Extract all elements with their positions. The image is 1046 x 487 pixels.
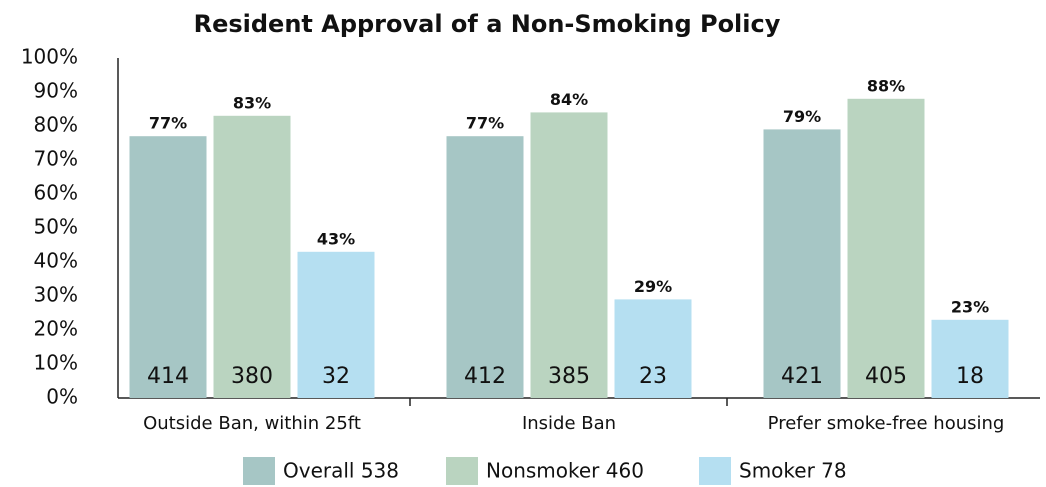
count-label: 405 — [865, 364, 907, 389]
count-label: 18 — [956, 364, 984, 389]
bar — [297, 251, 375, 398]
chart-title: Resident Approval of a Non-Smoking Polic… — [194, 10, 781, 38]
y-tick-label: 0% — [46, 385, 78, 409]
legend-swatch — [243, 457, 275, 485]
x-tick-label: Outside Ban, within 25ft — [143, 413, 361, 434]
data-label: 23% — [951, 297, 989, 316]
bar — [213, 115, 291, 399]
y-tick-label: 70% — [34, 147, 78, 171]
data-label: 77% — [149, 114, 187, 133]
bar — [129, 136, 207, 398]
count-label: 421 — [781, 364, 823, 389]
y-tick-label: 10% — [34, 351, 78, 375]
y-tick-label: 50% — [34, 215, 78, 239]
bar — [446, 136, 524, 398]
data-label: 77% — [466, 114, 504, 133]
data-label: 88% — [867, 76, 905, 95]
bar — [931, 319, 1009, 398]
y-tick-label: 40% — [34, 249, 78, 273]
legend-label: Nonsmoker 460 — [486, 459, 644, 483]
bar — [614, 299, 692, 398]
bar — [530, 112, 608, 399]
legend-label: Smoker 78 — [739, 459, 847, 483]
legend-swatch — [699, 457, 731, 485]
data-label: 83% — [233, 93, 271, 112]
y-tick-label: 60% — [34, 181, 78, 205]
data-label: 29% — [634, 277, 672, 296]
y-tick-label: 80% — [34, 113, 78, 137]
data-label: 84% — [550, 90, 588, 109]
count-label: 414 — [147, 364, 189, 389]
bar — [847, 98, 925, 399]
legend-swatch — [446, 457, 478, 485]
count-label: 32 — [322, 364, 350, 389]
y-tick-label: 20% — [34, 317, 78, 341]
count-label: 23 — [639, 364, 667, 389]
y-tick-label: 30% — [34, 283, 78, 307]
x-tick-label: Inside Ban — [522, 413, 616, 434]
y-tick-label: 100% — [21, 45, 78, 69]
y-tick-label: 90% — [34, 79, 78, 103]
count-label: 412 — [464, 364, 506, 389]
data-label: 79% — [783, 107, 821, 126]
bar — [763, 129, 841, 398]
data-label: 43% — [317, 229, 355, 248]
count-label: 385 — [548, 364, 590, 389]
count-label: 380 — [231, 364, 273, 389]
x-tick-label: Prefer smoke-free housing — [768, 413, 1005, 434]
legend-label: Overall 538 — [283, 459, 399, 483]
